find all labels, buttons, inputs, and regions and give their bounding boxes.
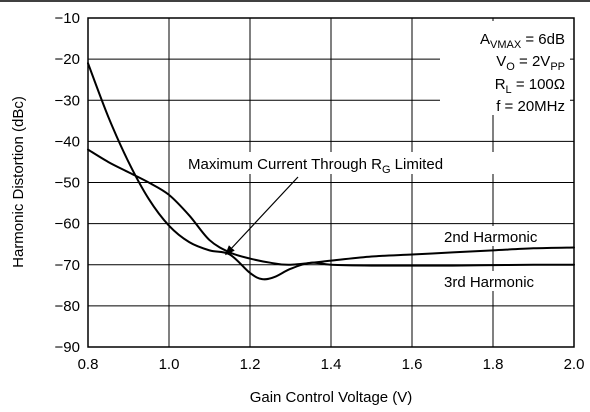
series-line-3rd-harmonic [87, 62, 575, 281]
y-tick-label: −90 [55, 339, 80, 356]
condition-rl: RL = 100Ω [495, 76, 565, 96]
x-axis-label: Gain Control Voltage (V) [250, 389, 413, 406]
condition-f: f = 20MHz [496, 98, 565, 115]
x-tick-label: 1.2 [240, 356, 261, 373]
annotation-text: Maximum Current Through RG Limited [188, 156, 443, 176]
y-tick-label: −40 [55, 133, 80, 150]
y-tick-label: −10 [55, 10, 80, 27]
y-tick-label: −70 [55, 257, 80, 274]
y-tick-label: −20 [55, 51, 80, 68]
y-tick-label: −80 [55, 298, 80, 315]
x-tick-label: 1.0 [159, 356, 180, 373]
conditions-box-bg [440, 21, 570, 115]
y-tick-label: −50 [55, 175, 80, 192]
tick-labels: 0.8 1.0 1.2 1.4 1.6 1.8 2.0 −10 −20 −30 −40 −50 −60 −… [55, 10, 585, 373]
condition-avmax: AVMAX = 6dB [480, 31, 565, 51]
label-2nd-bg [442, 226, 562, 246]
y-tick-label: −30 [55, 92, 80, 109]
condition-vo: VO = 2VPP [496, 53, 565, 73]
x-tick-label: 1.6 [402, 356, 423, 373]
series-label-3rd-harmonic: 3rd Harmonic [444, 274, 535, 291]
x-tick-label: 2.0 [564, 356, 585, 373]
series-layer [87, 62, 575, 281]
x-tick-label: 1.8 [483, 356, 504, 373]
series-line-2nd-harmonic [87, 148, 575, 266]
annotation-arrow [225, 176, 299, 256]
plot-frame [87, 17, 575, 348]
x-tick-label: 1.4 [321, 356, 342, 373]
series-label-2nd-harmonic: 2nd Harmonic [444, 229, 538, 246]
x-tick-label: 0.8 [78, 356, 99, 373]
y-axis-label: Harmonic Distortion (dBc) [10, 96, 27, 268]
y-tick-label: −60 [55, 216, 80, 233]
annotation-bg [184, 152, 500, 174]
label-3rd-bg [442, 271, 562, 291]
